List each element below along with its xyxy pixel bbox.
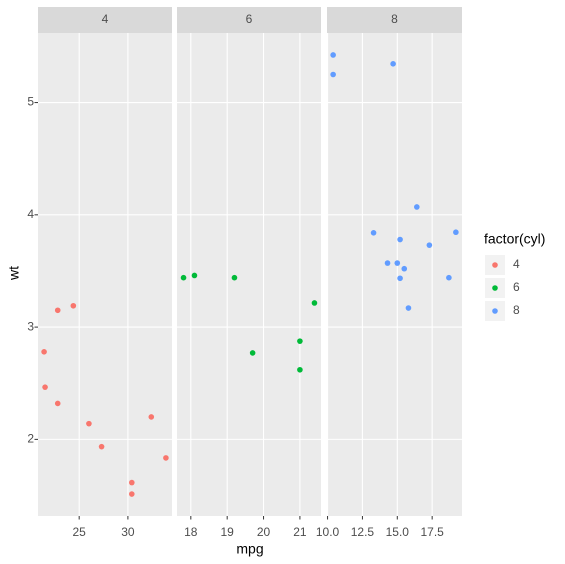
point xyxy=(249,350,256,356)
point xyxy=(180,274,187,281)
point xyxy=(394,260,401,266)
strip-background xyxy=(177,7,321,33)
x-tick-label: 15.0 xyxy=(386,525,410,539)
point xyxy=(191,272,198,279)
point xyxy=(98,443,105,450)
panel-background xyxy=(327,33,462,516)
x-tick-label: 20 xyxy=(257,525,271,539)
y-tick-label: 5 xyxy=(27,95,34,109)
point xyxy=(297,338,303,344)
legend-marker xyxy=(492,308,498,314)
point xyxy=(42,384,48,390)
point xyxy=(405,305,412,311)
point xyxy=(54,307,61,314)
x-tick-label: 17.5 xyxy=(420,525,444,539)
x-tick-label: 18 xyxy=(184,525,198,539)
y-axis-title: wt xyxy=(6,266,22,281)
panel-background xyxy=(177,33,321,516)
panel-background xyxy=(38,33,172,516)
strip-background xyxy=(327,7,462,33)
point xyxy=(86,420,92,427)
point xyxy=(397,236,403,243)
legend-marker xyxy=(492,285,498,291)
y-tick-label: 4 xyxy=(27,207,34,221)
point xyxy=(401,265,408,272)
point xyxy=(370,229,377,236)
point xyxy=(446,274,452,281)
point xyxy=(397,275,403,282)
x-tick-label: 19 xyxy=(221,525,235,539)
point xyxy=(41,349,47,355)
x-tick-label: 30 xyxy=(121,525,135,539)
strip-background xyxy=(38,7,172,33)
point xyxy=(70,302,77,309)
point xyxy=(311,300,318,306)
strip-label: 8 xyxy=(391,12,398,26)
legend-label: 6 xyxy=(513,280,520,294)
point xyxy=(297,366,303,373)
point xyxy=(129,479,135,486)
point xyxy=(390,61,396,67)
legend-label: 8 xyxy=(513,303,520,317)
strip-label: 4 xyxy=(102,12,109,26)
legend-label: 4 xyxy=(513,257,520,271)
legend-title: factor(cyl) xyxy=(484,231,545,247)
x-tick-label: 12.5 xyxy=(351,525,375,539)
x-tick-label: 10.0 xyxy=(316,525,340,539)
point xyxy=(330,71,336,78)
strip-label: 6 xyxy=(246,12,253,26)
y-tick-label: 3 xyxy=(27,319,34,333)
point xyxy=(384,260,391,266)
point xyxy=(148,414,155,420)
point xyxy=(54,400,61,407)
point xyxy=(129,491,135,497)
point xyxy=(231,274,238,281)
legend-marker xyxy=(492,262,498,268)
x-tick-label: 25 xyxy=(72,525,86,539)
y-tick-label: 2 xyxy=(27,432,34,446)
point xyxy=(163,455,169,461)
point xyxy=(414,204,420,210)
point xyxy=(453,229,459,236)
x-tick-label: 21 xyxy=(293,525,307,539)
point xyxy=(426,242,433,248)
x-axis-title: mpg xyxy=(236,541,263,557)
point xyxy=(330,52,336,58)
